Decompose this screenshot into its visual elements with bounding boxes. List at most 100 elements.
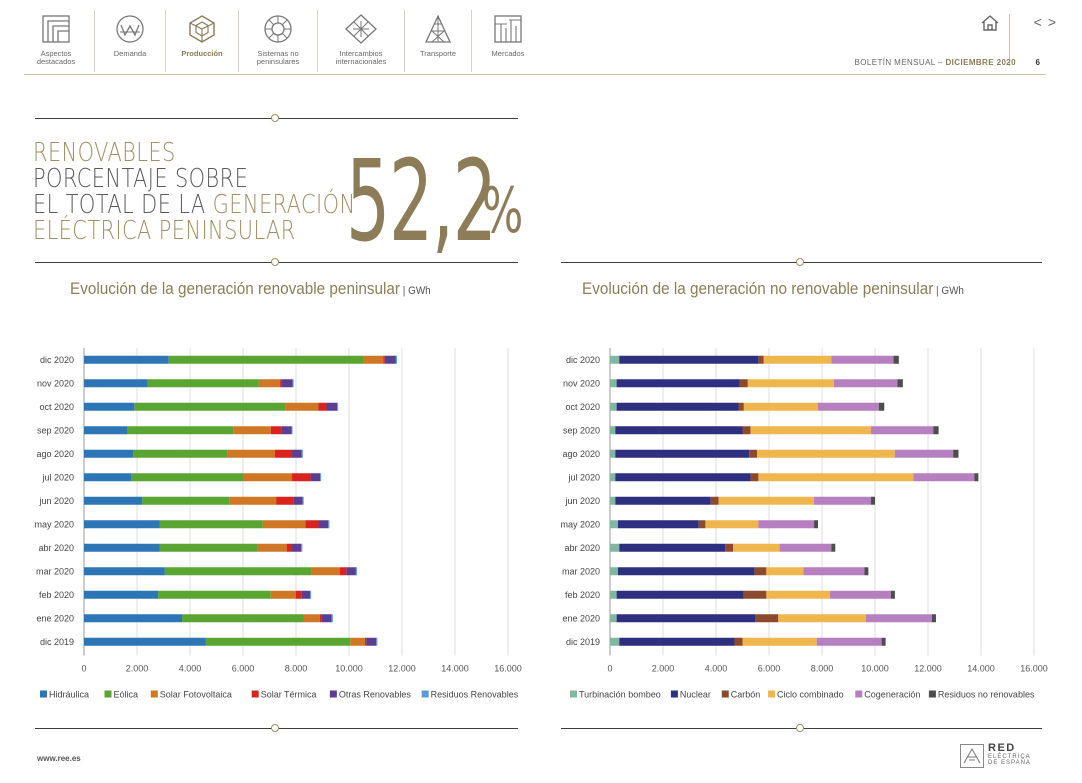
- bar-segment: [280, 379, 282, 388]
- prev-page-button[interactable]: <: [1033, 14, 1048, 30]
- bulletin-separator: –: [938, 58, 943, 67]
- nav-item-aspectos[interactable]: Aspectos destacados: [18, 10, 95, 72]
- bar-segment: [147, 379, 259, 388]
- bar-segment: [320, 473, 322, 482]
- header-divider: [1009, 14, 1010, 66]
- markets-icon: [494, 15, 522, 43]
- renewable-title-text: Evolución de la generación renovable pen…: [70, 279, 401, 298]
- page-number: 6: [1035, 58, 1040, 67]
- category-label: mar 2020: [562, 566, 600, 576]
- bar-segment: [974, 473, 979, 482]
- divider-knot: [271, 258, 279, 266]
- bar-segment: [276, 496, 294, 505]
- legend-label: Eólica: [114, 690, 139, 700]
- nav-item-demanda[interactable]: Demanda: [95, 10, 166, 72]
- bar-segment: [319, 614, 322, 623]
- logo-mark-icon: [963, 747, 981, 764]
- kpi-line-4: ELÉCTRICA PENINSULAR: [33, 216, 296, 246]
- logo-subtitle: ELÉCTRICA DE ESPAÑA: [988, 754, 1048, 766]
- bar-segment: [131, 473, 243, 482]
- bar-segment: [818, 402, 879, 411]
- bar-segment: [350, 637, 365, 646]
- legend-swatch: [329, 690, 337, 698]
- bar-segment: [931, 614, 936, 623]
- legend-swatch: [928, 690, 936, 698]
- bar-segment: [897, 379, 903, 388]
- bar-segment: [742, 637, 817, 646]
- bar-segment: [84, 543, 160, 552]
- legend-swatch: [570, 690, 577, 698]
- x-tick-label: 2.000: [652, 664, 675, 674]
- category-label: abr 2020: [564, 543, 600, 553]
- x-tick-label: 6.000: [758, 664, 781, 674]
- legend-swatch: [670, 690, 678, 698]
- category-label: ene 2020: [36, 613, 74, 623]
- x-tick-label: 14.000: [967, 664, 995, 674]
- nav-label: Producción: [181, 49, 223, 58]
- bar-segment: [286, 543, 293, 552]
- bar-segment: [610, 590, 617, 599]
- bar-segment: [355, 567, 357, 576]
- bar-segment: [953, 449, 959, 458]
- x-tick-label: 10.000: [861, 664, 889, 674]
- bar-segment: [803, 567, 865, 576]
- bar-segment: [757, 449, 895, 458]
- bar-segment: [84, 355, 169, 364]
- category-label: oct 2020: [39, 402, 74, 412]
- footer-url[interactable]: www.ree.es: [37, 754, 81, 763]
- bar-segment: [710, 496, 719, 505]
- bar-segment: [766, 590, 830, 599]
- bar-segment: [326, 402, 338, 411]
- legend-swatch: [104, 690, 112, 698]
- highlights-icon: [42, 15, 70, 43]
- bar-segment: [331, 614, 333, 623]
- bar-segment: [84, 379, 148, 388]
- nonrenewable-title-unit: GWh: [941, 285, 964, 297]
- legend-label: Solar Térmica: [261, 690, 317, 700]
- bar-segment: [205, 637, 351, 646]
- header-controls: <>: [862, 14, 1062, 74]
- page-arrows: <>: [1034, 14, 1062, 30]
- x-tick-label: 4.000: [179, 664, 202, 674]
- legend-swatch: [421, 690, 429, 698]
- bar-segment: [303, 614, 320, 623]
- bar-segment: [84, 449, 134, 458]
- legend-label: Solar Fotovoltaica: [160, 690, 232, 700]
- category-label: ago 2020: [36, 449, 74, 459]
- category-label: sep 2020: [563, 425, 600, 435]
- nav-item-produccion[interactable]: Producción: [166, 10, 239, 72]
- bar-segment: [296, 590, 302, 599]
- bar-segment: [311, 567, 340, 576]
- bar-segment: [292, 473, 311, 482]
- bulletin-label: BOLETÍN MENSUAL: [854, 58, 936, 67]
- bar-segment: [616, 379, 740, 388]
- kpi-line-3a: EL TOTAL DE LA: [33, 190, 213, 220]
- bar-segment: [182, 614, 304, 623]
- bar-segment: [755, 614, 779, 623]
- nav-item-mercados[interactable]: Mercados: [472, 10, 544, 72]
- bar-segment: [274, 449, 293, 458]
- bar-segment: [864, 567, 869, 576]
- nav-item-intercambios[interactable]: Intercambios internacionales: [318, 10, 405, 72]
- x-tick-label: 12.000: [914, 664, 942, 674]
- bar-segment: [831, 355, 894, 364]
- bar-segment: [619, 543, 726, 552]
- bar-segment: [749, 449, 758, 458]
- bar-segment: [725, 543, 734, 552]
- bar-segment: [164, 567, 312, 576]
- next-page-button[interactable]: >: [1047, 14, 1062, 30]
- bar-segment: [84, 473, 132, 482]
- x-tick-label: 16.000: [494, 664, 522, 674]
- nav-item-transporte[interactable]: Transporte: [405, 10, 472, 72]
- bar-segment: [84, 520, 160, 529]
- bar-segment: [363, 355, 384, 364]
- logo-sub-2: DE ESPAÑA: [988, 760, 1031, 766]
- nav-item-sistemas[interactable]: Sistemas no peninsulares: [239, 10, 318, 72]
- bar-segment: [610, 496, 616, 505]
- bar-segment: [227, 449, 275, 458]
- bar-segment: [270, 590, 296, 599]
- home-icon[interactable]: [980, 14, 1000, 32]
- bar-segment: [766, 567, 804, 576]
- bar-segment: [913, 473, 975, 482]
- nonrenewable-bar-chart: 0 2.000 4.000 6.000 8.000 10.000 12.000 14.000 1…: [560, 348, 1048, 700]
